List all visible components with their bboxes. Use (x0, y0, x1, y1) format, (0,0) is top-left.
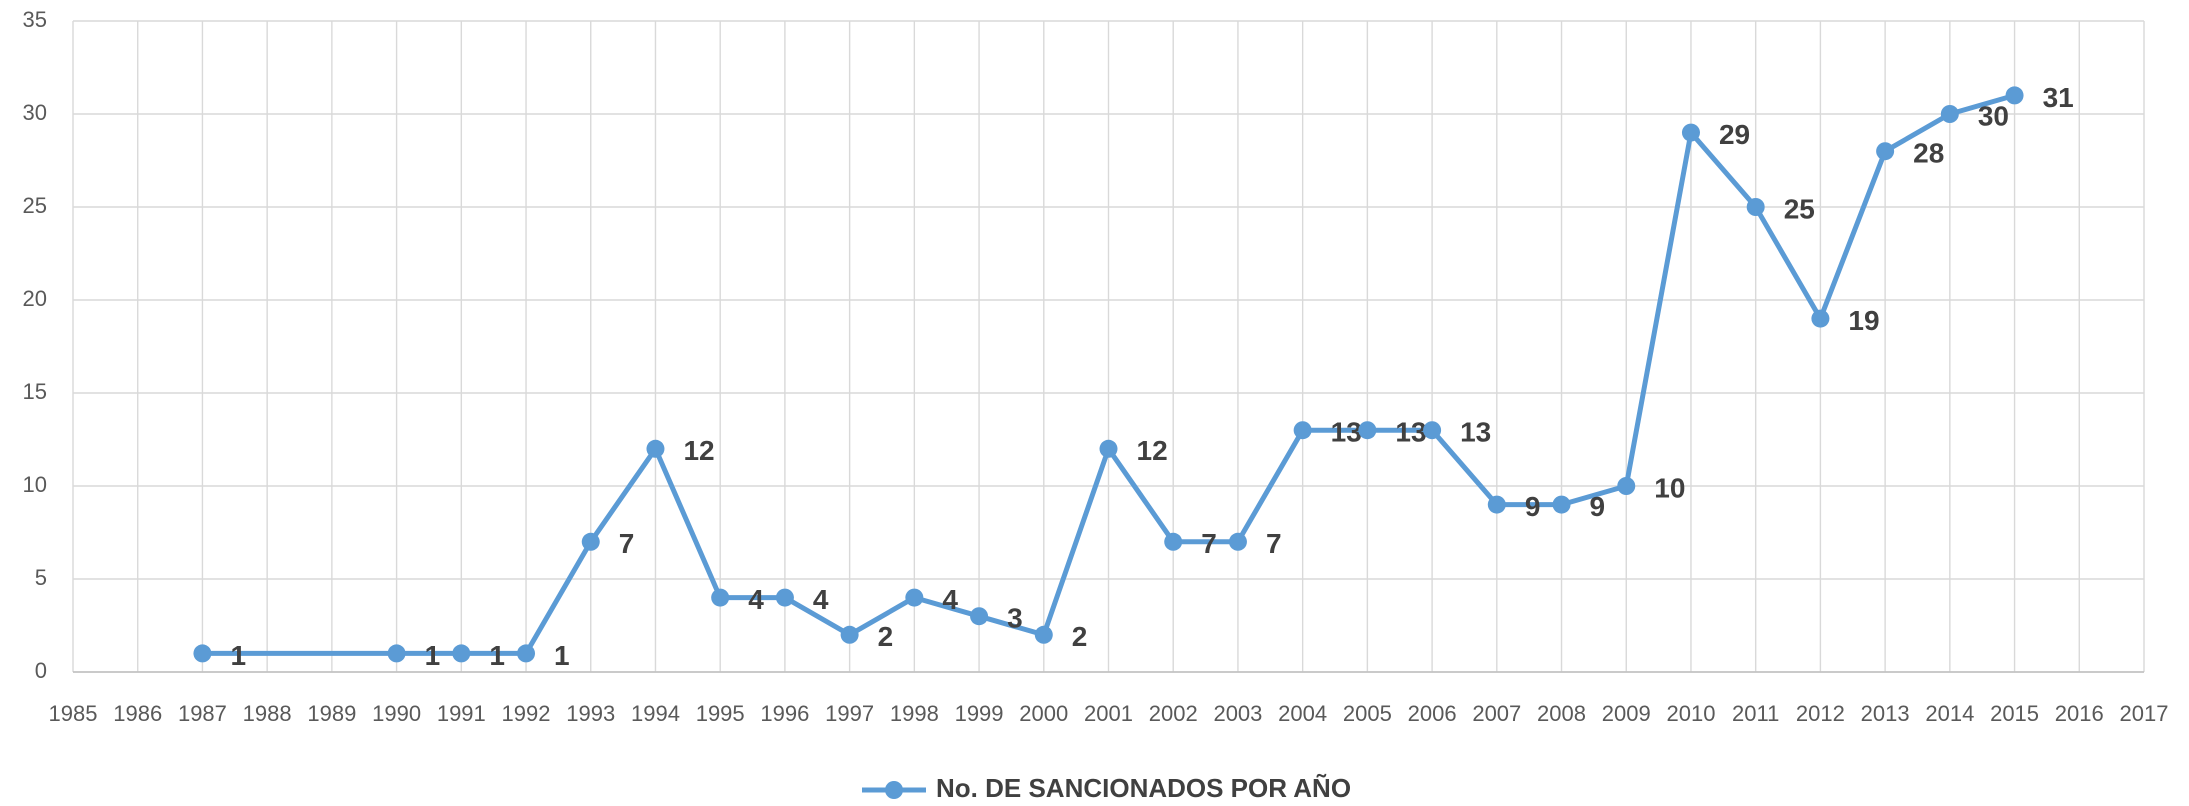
data-point (905, 588, 924, 607)
data-label: 12 (683, 435, 714, 466)
x-tick-label: 2006 (1408, 701, 1457, 726)
x-tick-label: 1986 (113, 701, 162, 726)
data-point (646, 439, 665, 458)
data-point (711, 588, 730, 607)
x-tick-label: 2013 (1861, 701, 1910, 726)
x-tick-label: 2007 (1472, 701, 1521, 726)
data-label: 1 (489, 640, 505, 671)
data-point (1228, 532, 1247, 551)
data-label: 4 (813, 584, 829, 615)
data-label: 4 (748, 584, 764, 615)
data-point (1552, 495, 1571, 514)
x-tick-label: 2011 (1732, 701, 1779, 726)
x-tick-label: 1991 (437, 701, 486, 726)
data-label: 19 (1848, 305, 1879, 336)
x-tick-label: 1998 (890, 701, 939, 726)
x-tick-label: 1987 (178, 701, 227, 726)
x-tick-label: 2010 (1666, 701, 1715, 726)
data-point (1099, 439, 1118, 458)
data-label: 7 (1266, 528, 1282, 559)
x-tick-label: 2008 (1537, 701, 1586, 726)
data-point (1487, 495, 1506, 514)
data-label: 2 (878, 621, 894, 652)
data-point (581, 532, 600, 551)
data-label: 7 (1201, 528, 1217, 559)
x-tick-label: 2000 (1019, 701, 1068, 726)
data-label: 30 (1978, 100, 2009, 131)
data-label: 13 (1395, 417, 1426, 448)
x-tick-label: 2004 (1278, 701, 1327, 726)
data-label: 9 (1590, 491, 1606, 522)
x-tick-label: 2015 (1990, 701, 2039, 726)
y-tick-label: 5 (35, 565, 47, 590)
data-point (1164, 532, 1183, 551)
data-point (2005, 86, 2024, 105)
data-point (193, 644, 212, 663)
x-tick-label: 2014 (1925, 701, 1974, 726)
data-point (1940, 105, 1959, 123)
x-tick-label: 1994 (631, 701, 680, 726)
data-label: 3 (1007, 603, 1023, 634)
data-label: 13 (1460, 417, 1491, 448)
data-label: 31 (2043, 82, 2074, 113)
data-point (1876, 142, 1895, 161)
data-label: 12 (1137, 435, 1168, 466)
data-point (517, 644, 536, 663)
data-label: 2 (1072, 621, 1088, 652)
data-point (1358, 421, 1377, 440)
x-tick-label: 1996 (760, 701, 809, 726)
data-point (1293, 421, 1312, 440)
x-tick-label: 1988 (243, 701, 292, 726)
data-label: 4 (942, 584, 958, 615)
data-point (452, 644, 471, 663)
data-label: 1 (425, 640, 441, 671)
x-tick-label: 2003 (1213, 701, 1262, 726)
x-tick-label: 1985 (49, 701, 98, 726)
x-tick-label: 1995 (696, 701, 745, 726)
x-tick-label: 1989 (307, 701, 356, 726)
data-point (1811, 309, 1830, 328)
y-tick-label: 25 (23, 193, 47, 218)
data-label: 25 (1784, 193, 1815, 224)
data-point (1681, 123, 1700, 142)
data-point (387, 644, 406, 663)
data-label: 29 (1719, 119, 1750, 150)
y-tick-label: 0 (35, 658, 47, 683)
x-tick-label: 2017 (2120, 701, 2169, 726)
y-tick-label: 15 (23, 379, 47, 404)
data-point (1746, 198, 1765, 216)
x-tick-label: 1990 (372, 701, 421, 726)
x-tick-label: 1999 (955, 701, 1004, 726)
x-tick-label: 1993 (566, 701, 615, 726)
data-label: 7 (619, 528, 635, 559)
y-tick-label: 20 (23, 286, 47, 311)
data-label: 10 (1654, 472, 1685, 503)
x-tick-label: 1992 (502, 701, 551, 726)
data-point (775, 588, 794, 607)
data-label: 1 (554, 640, 570, 671)
x-tick-label: 2009 (1602, 701, 1651, 726)
data-point (1423, 421, 1442, 440)
data-label: 9 (1525, 491, 1541, 522)
y-tick-label: 30 (23, 100, 47, 125)
x-tick-label: 2005 (1343, 701, 1392, 726)
data-point (970, 607, 989, 626)
y-tick-label: 10 (23, 472, 47, 497)
y-tick-label: 35 (23, 7, 47, 32)
legend-label: No. DE SANCIONADOS POR AÑO (936, 773, 1351, 803)
x-tick-label: 1997 (825, 701, 874, 726)
data-label: 13 (1331, 417, 1362, 448)
data-point (1617, 477, 1636, 495)
x-tick-label: 2016 (2055, 701, 2104, 726)
data-point (840, 625, 859, 644)
data-label: 28 (1913, 138, 1944, 169)
x-tick-label: 2001 (1084, 701, 1133, 726)
data-label: 1 (230, 640, 246, 671)
x-tick-label: 2002 (1149, 701, 1198, 726)
x-tick-label: 2012 (1796, 701, 1845, 726)
data-point (1034, 625, 1053, 644)
legend-marker (885, 781, 903, 799)
